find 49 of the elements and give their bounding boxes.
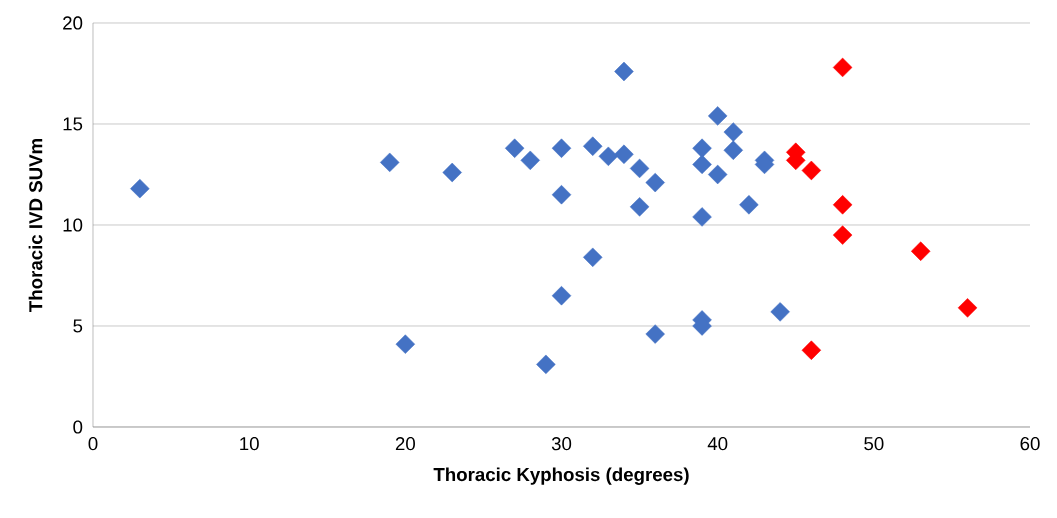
point [629,197,650,217]
y-tick-label: 5 [73,319,83,333]
point [442,162,462,183]
point [645,324,665,344]
point [551,138,572,158]
point [520,150,540,171]
point [723,122,743,142]
point [551,286,572,306]
x-tick-label: 60 [1020,437,1040,451]
point [692,207,712,227]
point [707,164,728,185]
point [770,302,790,322]
x-tick-label: 50 [864,437,884,451]
point [614,144,634,164]
y-axis-title: Thoracic IVD SUVm [28,139,43,312]
x-tick-label: 10 [240,437,259,451]
point [536,354,556,375]
x-tick-label: 0 [88,437,98,451]
x-tick-label: 30 [551,437,572,451]
x-tick-label: 20 [395,437,415,451]
point [692,154,712,175]
point [832,225,853,245]
point [957,298,978,318]
point [504,138,525,158]
point [130,178,150,199]
point [551,185,572,205]
y-tick-label: 20 [63,16,83,30]
point [739,195,759,215]
point [614,61,634,82]
point [583,136,603,156]
y-tick-label: 0 [73,420,83,434]
point [583,247,603,268]
x-axis-title: Thoracic Kyphosis (degrees) [433,467,689,485]
point [801,340,822,360]
y-tick-label: 15 [63,117,83,131]
point [598,146,619,167]
point [380,152,400,173]
point [629,158,650,179]
point [707,106,728,126]
point [832,57,853,78]
point [801,160,822,181]
x-tick-label: 40 [707,437,728,451]
point [723,140,743,160]
point [910,241,931,261]
point [692,138,712,158]
point [832,195,853,215]
point [645,172,665,193]
point [395,334,416,354]
y-tick-label: 10 [63,218,83,232]
